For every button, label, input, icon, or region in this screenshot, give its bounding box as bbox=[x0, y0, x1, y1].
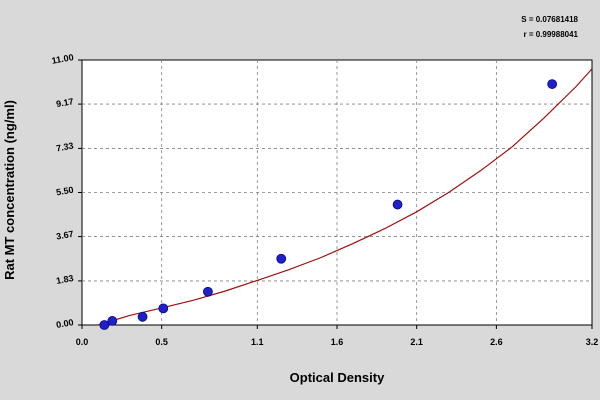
y-tick-label: 0.00 bbox=[55, 317, 74, 330]
y-tick-label: 1.83 bbox=[55, 273, 74, 286]
x-tick-label: 2.6 bbox=[490, 337, 503, 347]
stat-r: r = 0.99988041 bbox=[524, 30, 579, 39]
data-point bbox=[158, 303, 169, 314]
y-axis-title: Rat MT concentration (ng/ml) bbox=[2, 100, 17, 280]
grid bbox=[82, 60, 592, 325]
x-tick-label: 0.5 bbox=[155, 337, 168, 347]
y-tick-label: 3.67 bbox=[55, 229, 74, 242]
y-tick-label: 11.00 bbox=[51, 52, 74, 66]
x-tick-label: 2.1 bbox=[410, 337, 423, 347]
data-point bbox=[203, 286, 213, 297]
fit-curve bbox=[97, 68, 593, 326]
x-tick-label: 1.6 bbox=[331, 337, 344, 347]
data-point bbox=[99, 320, 110, 330]
y-tick-label: 5.50 bbox=[55, 185, 74, 198]
x-axis-ticks: 0.0 0.5 1.1 1.6 2.1 2.6 3.2 bbox=[76, 325, 599, 347]
data-point bbox=[392, 199, 403, 210]
y-axis-ticks: 0.00 1.83 3.67 5.50 7.33 9.17 11.00 bbox=[51, 52, 82, 330]
data-points bbox=[99, 79, 558, 330]
fit-statistics: S = 0.07681418 r = 0.99988041 bbox=[521, 15, 578, 39]
x-tick-label: 3.2 bbox=[586, 337, 599, 347]
data-point bbox=[547, 79, 558, 89]
data-point bbox=[276, 253, 287, 264]
y-tick-label: 9.17 bbox=[55, 96, 74, 109]
x-tick-label: 1.1 bbox=[251, 337, 264, 347]
data-point bbox=[137, 311, 148, 322]
y-tick-label: 7.33 bbox=[55, 141, 74, 154]
x-tick-label: 0.0 bbox=[76, 337, 89, 347]
stat-s: S = 0.07681418 bbox=[521, 15, 578, 24]
x-axis-title: Optical Density bbox=[290, 370, 385, 385]
data-point bbox=[107, 316, 118, 326]
